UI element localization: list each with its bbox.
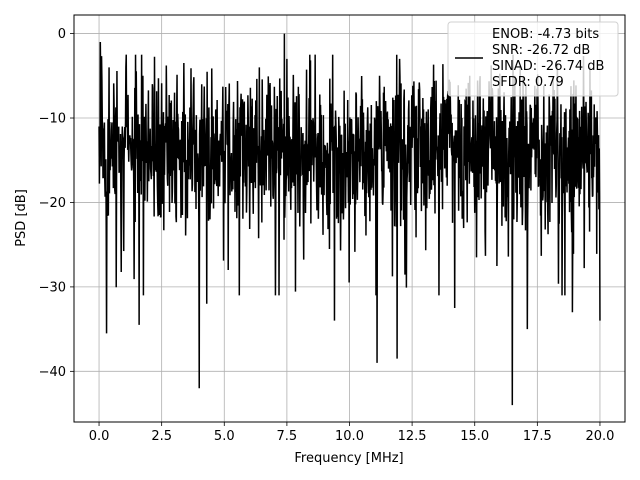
legend-box (447, 21, 619, 97)
x-tick-label: 5.0 (214, 429, 235, 444)
y-tick-label: 0 (58, 27, 66, 42)
x-axis: 0.0 2.5 5.0 7.5 10.0 12.5 15.0 17.5 20.0 (89, 422, 614, 444)
legend: ENOB: -4.73 bits SNR: -26.72 dB SINAD: -… (447, 21, 619, 97)
y-tick-label: −20 (39, 196, 66, 211)
legend-label-line-4: SFDR: 0.79 (492, 75, 564, 90)
y-axis-label: PSD [dB] (14, 189, 29, 247)
x-tick-label: 17.5 (523, 429, 552, 444)
legend-label-line-3: SINAD: -26.74 dB (492, 59, 604, 74)
y-tick-label: −30 (39, 280, 66, 295)
psd-series-line (98, 33, 601, 406)
y-tick-label: −10 (39, 112, 66, 127)
x-tick-label: 2.5 (151, 429, 172, 444)
x-tick-label: 10.0 (335, 429, 364, 444)
x-axis-label: Frequency [MHz] (294, 451, 403, 466)
x-tick-label: 7.5 (277, 429, 298, 444)
x-tick-label: 12.5 (398, 429, 427, 444)
legend-label-line-1: ENOB: -4.73 bits (492, 27, 599, 42)
x-tick-label: 15.0 (460, 429, 489, 444)
y-tick-label: −40 (39, 365, 66, 380)
x-tick-label: 0.0 (89, 429, 110, 444)
y-axis: 0 −10 −20 −30 −40 (39, 27, 74, 380)
legend-label-line-2: SNR: -26.72 dB (492, 43, 590, 58)
x-tick-label: 20.0 (585, 429, 614, 444)
psd-line (98, 33, 601, 406)
